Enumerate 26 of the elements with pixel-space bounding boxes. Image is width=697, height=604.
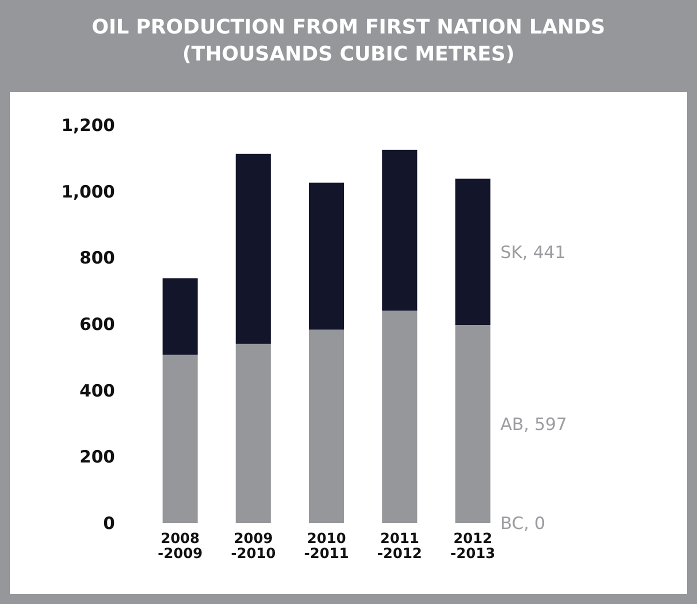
y-tick-label: 600 xyxy=(80,314,116,335)
bar xyxy=(382,150,418,311)
bar xyxy=(382,310,418,523)
x-tick-label: 2008 -2009 xyxy=(158,531,203,562)
y-tick-label: 800 xyxy=(80,248,116,269)
series-label: SK, 441 xyxy=(500,242,566,263)
bar xyxy=(308,182,344,330)
x-tick-label: 2010 -2011 xyxy=(304,531,349,562)
bar xyxy=(308,330,344,523)
x-tick-label: 2009 -2010 xyxy=(230,531,276,562)
legend-label: BC, 0 xyxy=(500,514,546,534)
x-tick-label: 2011 -2012 xyxy=(377,531,422,562)
x-tick-label: 2012 -2013 xyxy=(450,531,496,562)
bar xyxy=(236,154,271,344)
bar xyxy=(236,344,271,523)
bar xyxy=(455,324,490,523)
chart-title: OIL PRODUCTION FROM FIRST NATION LANDS (THOUSANDS CUBIC METRES) xyxy=(92,14,606,66)
bar xyxy=(162,278,198,355)
y-tick-label: 1,000 xyxy=(61,182,116,202)
y-tick-label: 200 xyxy=(80,448,116,468)
y-tick-label: 1,200 xyxy=(61,116,116,136)
y-tick-label: 0 xyxy=(103,514,116,534)
y-tick-label: 400 xyxy=(80,381,116,402)
bar xyxy=(455,178,490,325)
series-label: AB, 597 xyxy=(500,414,567,435)
bar xyxy=(162,354,198,523)
